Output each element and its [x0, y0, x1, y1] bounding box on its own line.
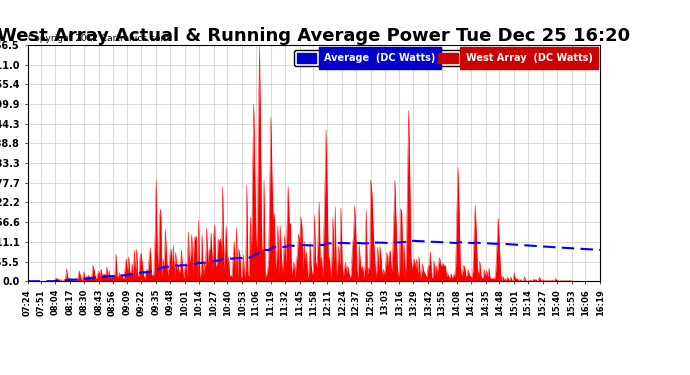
Title: West Array Actual & Running Average Power Tue Dec 25 16:20: West Array Actual & Running Average Powe… [0, 27, 631, 45]
Text: Copyright 2012 Cartronics.com: Copyright 2012 Cartronics.com [28, 34, 169, 43]
Legend: Average  (DC Watts), West Array  (DC Watts): Average (DC Watts), West Array (DC Watts… [294, 50, 595, 66]
